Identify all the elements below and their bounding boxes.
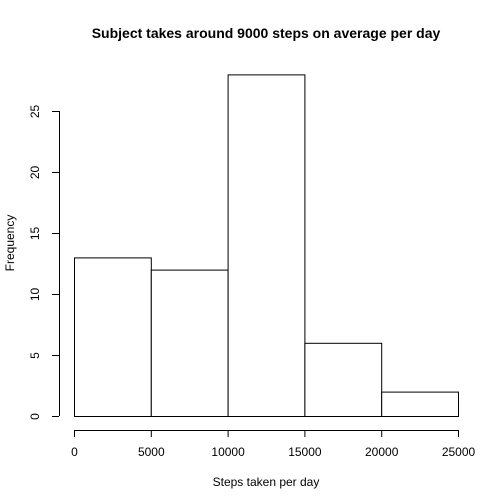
histogram-bar [150, 269, 229, 417]
y-axis-label: Frequency [3, 215, 17, 272]
bars-group [74, 74, 460, 418]
x-tick-label: 5000 [138, 445, 165, 459]
y-tick-label: 10 [28, 288, 42, 302]
y-tick-label: 25 [28, 105, 42, 119]
y-tick-label: 15 [28, 227, 42, 241]
x-axis: 0 5000 10000 15000 20000 25000 [71, 430, 476, 459]
y-axis: 0 5 10 15 20 25 [28, 105, 60, 420]
histogram-bar [74, 257, 152, 417]
x-tick-label: 20000 [365, 445, 399, 459]
x-tick-label: 25000 [442, 445, 476, 459]
histogram-bar [227, 74, 306, 418]
histogram-bar [381, 391, 460, 418]
y-tick-label: 0 [28, 413, 42, 420]
chart-title: Subject takes around 9000 steps on avera… [92, 25, 441, 41]
x-axis-label: Steps taken per day [213, 475, 320, 489]
x-tick-label: 10000 [211, 445, 245, 459]
x-tick-label: 0 [71, 445, 78, 459]
histogram-bar [304, 342, 383, 417]
y-tick-label: 20 [28, 166, 42, 180]
y-tick-label: 5 [28, 352, 42, 359]
x-tick-label: 15000 [288, 445, 322, 459]
